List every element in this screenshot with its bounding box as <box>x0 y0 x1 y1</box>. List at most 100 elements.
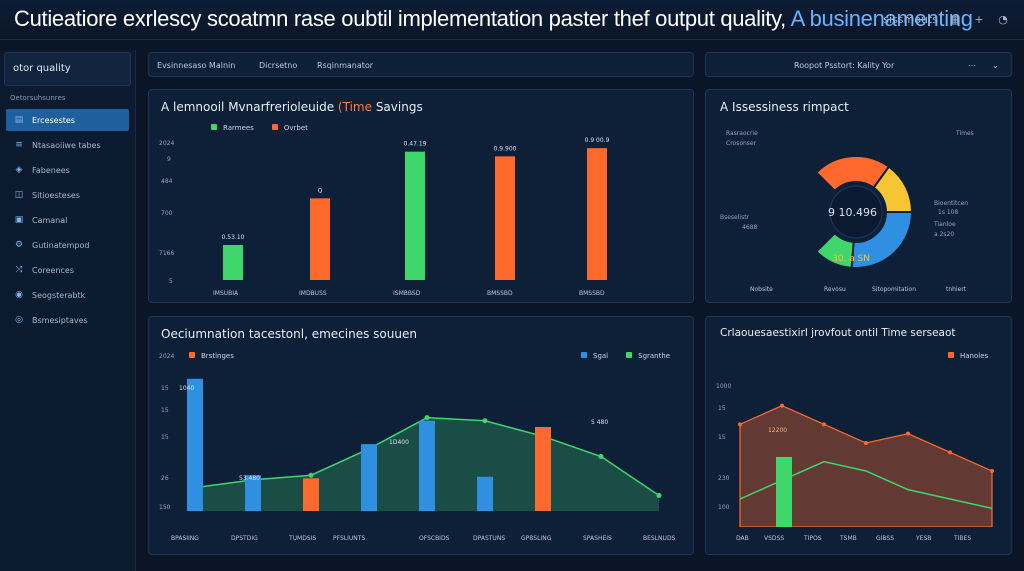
sidebar-item-8[interactable]: ◎ Bsmesiptaves <box>6 309 129 331</box>
donut-slice <box>814 231 855 269</box>
sidebar-header[interactable]: otor quality <box>4 52 131 86</box>
donut-chart <box>814 155 914 269</box>
sidebar-item-6[interactable]: ⤨ Coreences <box>6 259 129 281</box>
axis-label: 15 <box>718 434 726 441</box>
bar-label: 5 480 <box>591 419 609 426</box>
share-icon: ⤨ <box>15 265 23 275</box>
bar-label: 1040 <box>179 385 195 392</box>
x-tick-label: IMDBUSS <box>299 290 327 297</box>
x-tick-label: VSDSS <box>764 535 785 542</box>
x-tick-label: TIPOS <box>804 535 822 542</box>
axis-label: 26 <box>161 475 169 482</box>
plus-icon[interactable]: + <box>974 12 984 26</box>
filter-a[interactable]: Evsinnesaso Malnin <box>157 61 236 70</box>
x-tick-label: GPBSLING <box>521 535 552 542</box>
data-label: 0.53.10 <box>222 234 245 241</box>
eye-icon: ◉ <box>15 290 23 300</box>
sidebar-item-label: Gutinatempod <box>32 240 90 250</box>
x-tick-label: BESLNUDS <box>643 535 676 542</box>
x-tick-label: BMSSBD <box>579 290 605 297</box>
impact-donut-panel: A Issessiness rimpact Rasraocrie Crosons… <box>705 89 1012 303</box>
sidebar-item-label: Bsmesiptaves <box>32 315 88 325</box>
x-tick-label: ISMBBSD <box>393 290 421 297</box>
chart-legend-right: Sgal Sgranthe <box>581 352 670 360</box>
legend-note: Bioentitcen <box>934 200 969 207</box>
sidebar-item-label: Coreences <box>32 265 74 275</box>
sidebar-item-4[interactable]: ▣ Camanal <box>6 209 129 231</box>
sidebar-item-1[interactable]: ≡ Ntasaoiiwe tabes <box>6 134 129 156</box>
axis-label: 15 <box>718 405 726 412</box>
bar <box>535 427 551 511</box>
filter-b[interactable]: Dicrsetno <box>259 61 298 70</box>
x-tick-label: TIBES <box>954 535 972 542</box>
bar-label: 1D400 <box>389 439 409 446</box>
line-point <box>308 472 314 478</box>
center-value: 9 10.496 <box>828 206 877 219</box>
bar <box>776 457 792 527</box>
legend-item-1: Sgal <box>581 352 608 360</box>
line-point <box>424 415 430 421</box>
axis-label: 2024 <box>159 353 175 360</box>
legend-item-1: Ovrbet <box>271 124 308 132</box>
sidebar-item-2[interactable]: ◈ Fabenees <box>6 159 129 181</box>
bar-label: 53.480 <box>239 475 260 482</box>
link-icon: ◎ <box>15 315 23 325</box>
x-tick-label: IMSUBIA <box>213 290 239 297</box>
chart-legend: Rarmees Ovrbet <box>211 124 308 132</box>
chevron-down-icon[interactable]: ⌄ <box>992 61 999 70</box>
axis-label: 5 <box>169 278 173 285</box>
sidebar: otor quality Oetorsuhsunres ▤ Ercesestes… <box>0 50 136 571</box>
chart-legend: Brstinges <box>189 352 234 360</box>
x-tick-label: SPASHEIS <box>583 535 612 542</box>
axis-label: 100 <box>718 504 730 511</box>
line-point <box>656 492 662 498</box>
layers-icon: ◫ <box>14 190 24 200</box>
sidebar-item-label: Sitioesteses <box>32 190 80 200</box>
box-icon: ▣ <box>14 215 24 225</box>
user-icon[interactable]: ◔ <box>998 12 1008 26</box>
axis-label: 2024 <box>159 140 175 147</box>
sidebar-item-7[interactable]: ◉ Seogsterabtk <box>6 284 129 306</box>
area-point <box>822 422 826 427</box>
table-icon: ≡ <box>15 140 23 150</box>
sidebar-item-3[interactable]: ◫ Sitioesteses <box>6 184 129 206</box>
axis-label: 9 <box>167 156 171 163</box>
more-icon[interactable]: ⋯ <box>968 61 976 70</box>
chart-legend: Hanoles <box>948 352 988 360</box>
legend-item-0: Hanoles <box>948 352 988 360</box>
x-tick-label: BMSSBD <box>487 290 513 297</box>
area-point <box>864 441 868 445</box>
legend-note: Crosonser <box>726 140 757 147</box>
area-point <box>906 431 910 436</box>
sidebar-item-label: Camanal <box>32 215 68 225</box>
top-toolbar: sissmouts ▦ + ◔ <box>883 12 1010 26</box>
filter-c[interactable]: Rsqinmanator <box>317 61 374 70</box>
axis-label: 15 <box>161 385 169 392</box>
x-tick-label: TUMDSIS <box>289 535 317 542</box>
bar <box>245 475 261 511</box>
bottom-value: 30. a SN <box>832 254 870 264</box>
bar <box>223 245 243 280</box>
legend-note: Tianloe <box>934 221 956 228</box>
footer-label: Nobsite <box>750 286 773 293</box>
grid-icon[interactable]: ▦ <box>949 12 961 26</box>
axis-label: 150 <box>159 504 171 511</box>
legend-note: Rasraocrie <box>726 130 758 137</box>
bar <box>405 151 425 280</box>
x-tick-label: DPASTUNS <box>473 535 506 542</box>
sidebar-item-0[interactable]: ▤ Ercesestes <box>6 109 129 131</box>
sidebar-item-label: Ercesestes <box>32 115 75 125</box>
legend-item-0: Rarmees <box>211 124 254 132</box>
panel-title: A Issessiness rimpact <box>720 100 849 114</box>
axis-label: 1000 <box>716 383 732 390</box>
axis-label: 700 <box>161 210 173 217</box>
legend-note: Times <box>956 130 974 137</box>
legend-item-2: Sgranthe <box>626 352 670 360</box>
data-label: Q <box>318 187 323 194</box>
sidebar-item-5[interactable]: ⚙ Gutinatempod <box>6 234 129 256</box>
x-tick-label: PFSLIUNTS <box>333 535 366 542</box>
axis-label: 15 <box>161 434 169 441</box>
x-tick-label: GIBSS <box>876 535 895 542</box>
x-tick-label: YESB <box>916 535 932 542</box>
line-point <box>598 454 604 460</box>
